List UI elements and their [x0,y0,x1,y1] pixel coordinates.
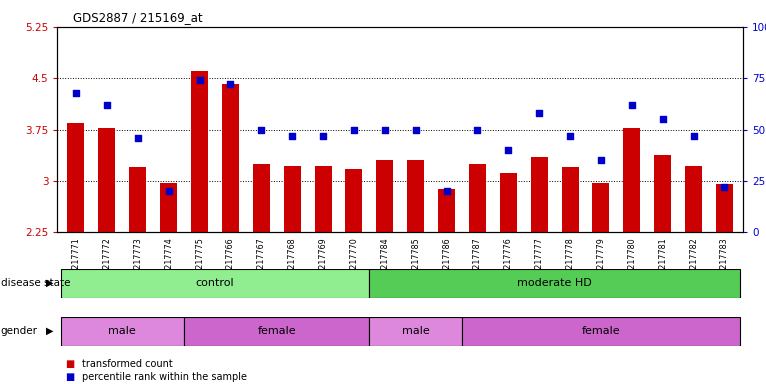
Point [410,126,422,132]
Bar [654,155,671,232]
Point [101,102,113,108]
Bar [345,169,362,232]
Point [564,133,576,139]
Text: ■: ■ [65,372,74,382]
Text: female: female [257,326,296,336]
Text: female: female [581,326,620,336]
Point [317,133,329,139]
Text: moderate HD: moderate HD [517,278,592,288]
Bar [184,317,369,346]
Text: GDS2887 / 215169_at: GDS2887 / 215169_at [73,12,202,25]
Text: disease state: disease state [1,278,70,288]
Bar [315,166,332,232]
Text: ■: ■ [65,359,74,369]
Point [595,157,607,164]
Point [162,188,175,194]
Bar [469,164,486,232]
Text: percentile rank within the sample: percentile rank within the sample [82,372,247,382]
Point [286,133,298,139]
Bar [685,166,702,232]
Text: transformed count: transformed count [82,359,172,369]
Bar [160,183,177,232]
Bar [408,161,424,232]
Point [687,133,699,139]
Bar [61,317,184,346]
Bar [61,269,369,298]
Point [656,116,669,122]
Bar [624,127,640,232]
Point [533,110,545,116]
Point [255,126,267,132]
Text: male: male [402,326,430,336]
Bar [191,71,208,232]
Bar [716,184,733,232]
Bar [253,164,270,232]
Point [378,126,391,132]
Text: male: male [109,326,136,336]
Text: control: control [195,278,234,288]
Point [224,81,237,88]
Bar [531,157,548,232]
Bar [592,183,610,232]
Bar [98,127,116,232]
Bar [222,84,239,232]
Point [440,188,453,194]
Bar [561,167,578,232]
Point [193,77,205,83]
Point [502,147,515,153]
Point [719,184,731,190]
Bar [369,317,462,346]
Text: ▶: ▶ [46,326,54,336]
Bar [438,189,455,232]
Bar [283,166,300,232]
Point [348,126,360,132]
Point [626,102,638,108]
Bar [500,173,517,232]
Bar [462,317,740,346]
Point [471,126,483,132]
Bar [369,269,740,298]
Bar [129,167,146,232]
Point [132,135,144,141]
Bar [376,161,393,232]
Point [70,89,82,96]
Bar [67,123,84,232]
Text: gender: gender [1,326,38,336]
Text: ▶: ▶ [46,278,54,288]
